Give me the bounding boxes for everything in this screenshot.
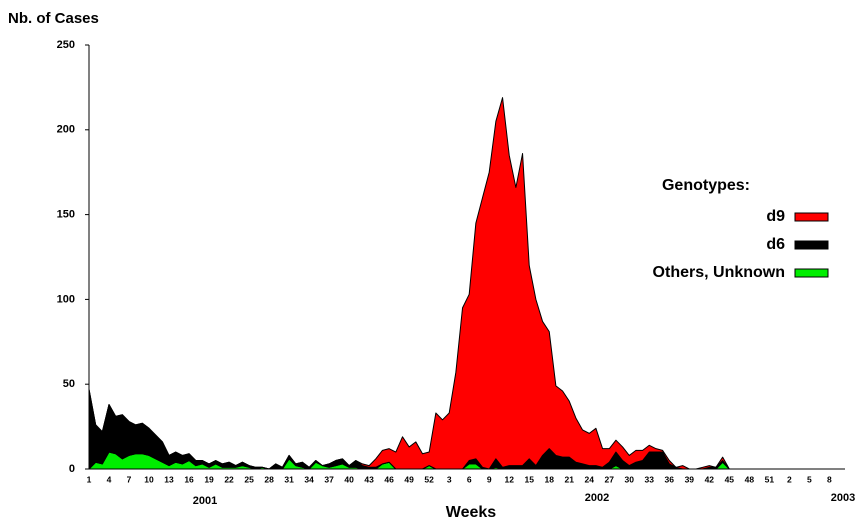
- y-axis-title: Nb. of Cases: [8, 10, 99, 27]
- x-tick-label: 37: [324, 474, 334, 484]
- y-tick-label: 200: [57, 124, 75, 136]
- year-label: 2001: [193, 495, 217, 507]
- x-tick-label: 12: [504, 474, 514, 484]
- x-tick-label: 43: [364, 474, 374, 484]
- year-label: 2003: [831, 492, 855, 504]
- x-tick-label: 18: [544, 474, 554, 484]
- x-tick-label: 48: [745, 474, 755, 484]
- x-tick-label: 30: [625, 474, 635, 484]
- x-tick-label: 6: [467, 474, 472, 484]
- x-tick-label: 36: [665, 474, 675, 484]
- legend-label: d6: [766, 236, 785, 253]
- x-tick-label: 52: [424, 474, 434, 484]
- x-tick-label: 28: [264, 474, 274, 484]
- x-tick-label: 4: [107, 474, 112, 484]
- x-tick-label: 2: [787, 474, 792, 484]
- y-tick-label: 150: [57, 209, 75, 221]
- year-label: 2002: [585, 492, 609, 504]
- x-tick-label: 5: [807, 474, 812, 484]
- legend-label: Others, Unknown: [653, 264, 785, 281]
- x-tick-label: 51: [765, 474, 775, 484]
- x-tick-label: 1: [87, 474, 92, 484]
- y-tick-label: 100: [57, 293, 75, 305]
- y-tick-label: 50: [63, 378, 75, 390]
- y-tick-label: 0: [69, 463, 75, 475]
- x-tick-label: 49: [404, 474, 414, 484]
- x-tick-label: 19: [204, 474, 214, 484]
- legend-swatch: [794, 240, 829, 250]
- x-tick-label: 31: [284, 474, 294, 484]
- x-tick-label: 8: [827, 474, 832, 484]
- x-tick-label: 33: [645, 474, 655, 484]
- x-tick-label: 46: [384, 474, 394, 484]
- x-tick-label: 27: [605, 474, 615, 484]
- x-tick-label: 15: [524, 474, 534, 484]
- x-tick-label: 21: [565, 474, 575, 484]
- legend-label: d9: [766, 208, 785, 225]
- x-tick-label: 3: [447, 474, 452, 484]
- x-tick-label: 7: [127, 474, 132, 484]
- x-tick-label: 9: [487, 474, 492, 484]
- x-tick-label: 39: [685, 474, 695, 484]
- legend-swatch: [794, 212, 829, 222]
- x-tick-label: 42: [705, 474, 715, 484]
- x-tick-label: 16: [184, 474, 194, 484]
- x-axis-title: Weeks: [446, 504, 497, 521]
- x-tick-label: 34: [304, 474, 314, 484]
- x-tick-label: 25: [244, 474, 254, 484]
- x-tick-label: 13: [164, 474, 174, 484]
- x-tick-label: 40: [344, 474, 354, 484]
- x-tick-label: 10: [144, 474, 154, 484]
- x-tick-label: 45: [725, 474, 735, 484]
- x-tick-label: 24: [585, 474, 595, 484]
- y-tick-label: 250: [57, 39, 75, 51]
- legend-swatch: [794, 268, 829, 278]
- area: [88, 97, 844, 470]
- legend-title: Genotypes:: [662, 177, 750, 194]
- x-tick-label: 22: [224, 474, 234, 484]
